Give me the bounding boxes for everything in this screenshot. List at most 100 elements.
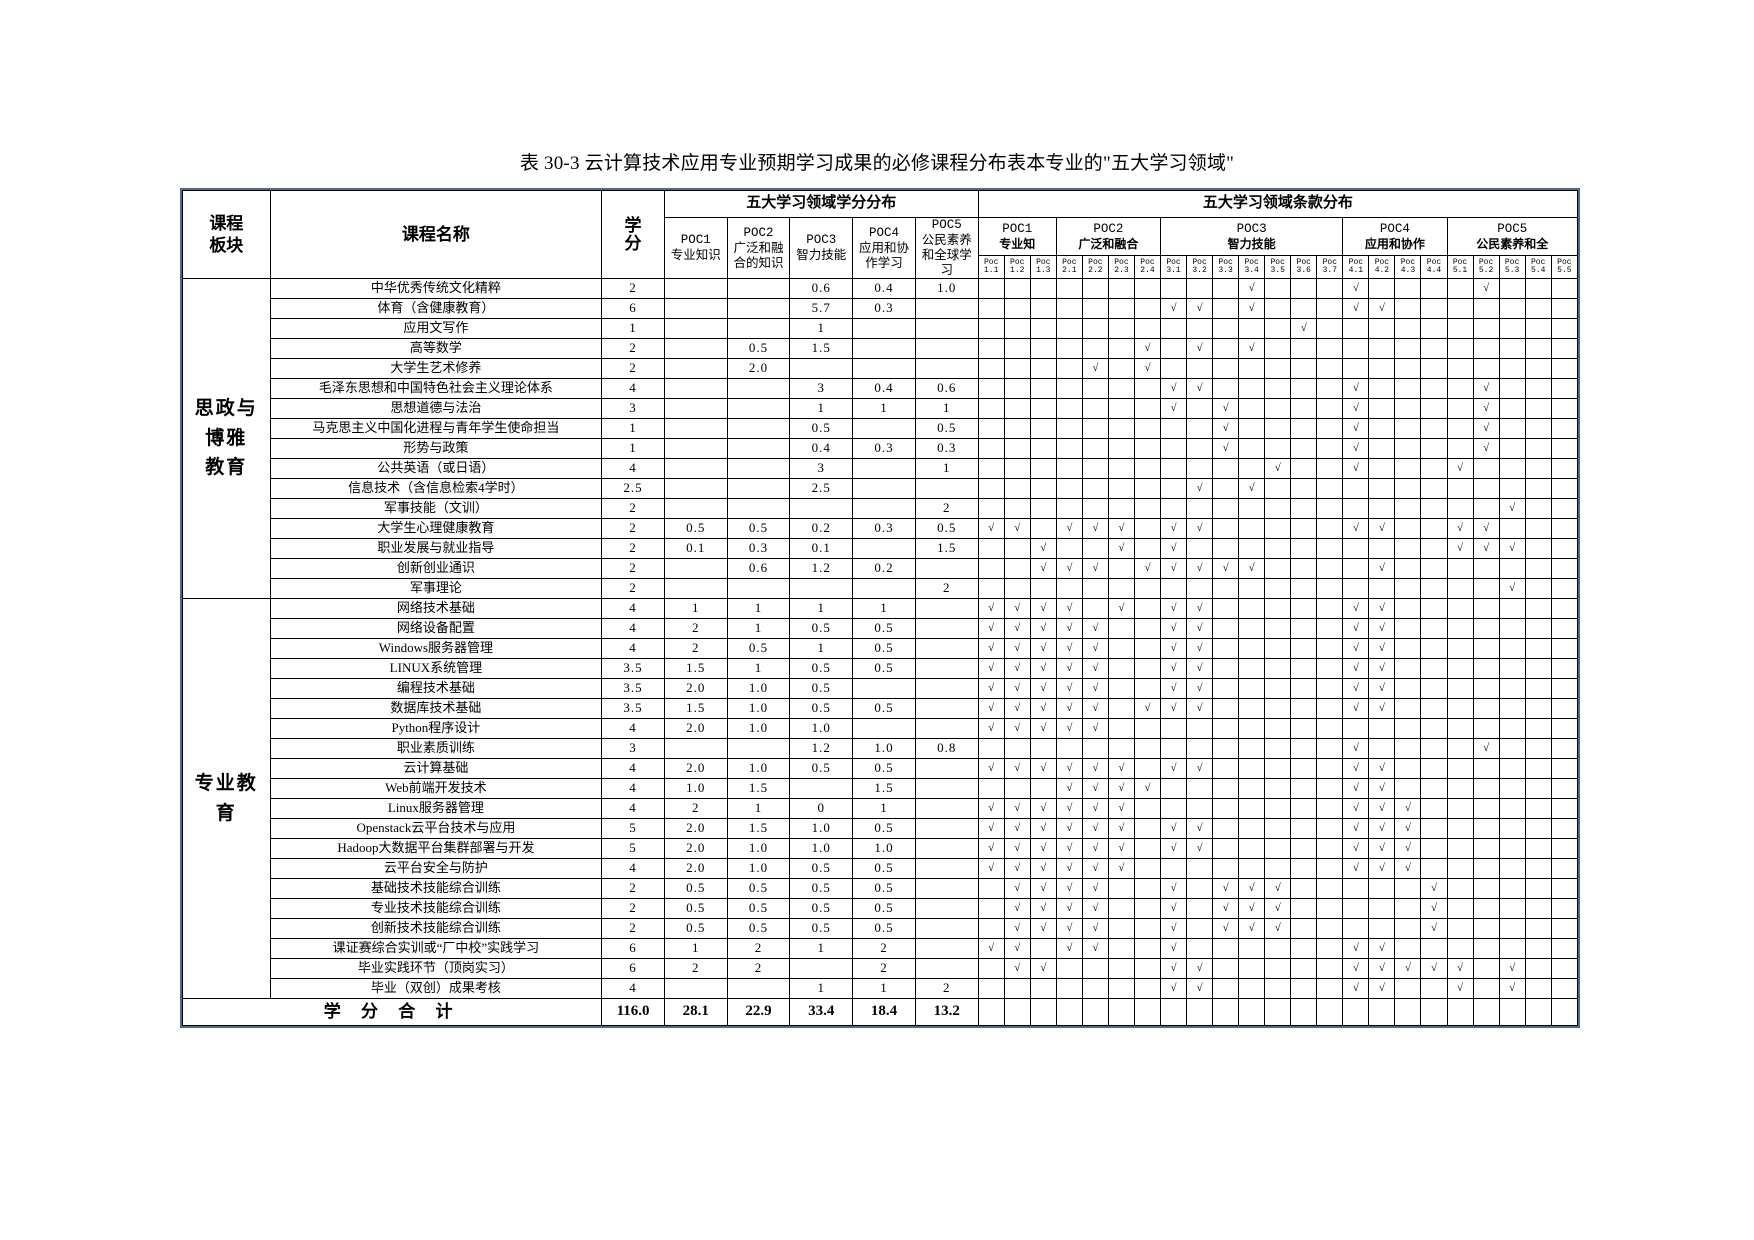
- clause-check-cell: [1055, 438, 1083, 459]
- clause-check-cell: [1420, 558, 1448, 579]
- credit-poc3-cell: 0.6: [789, 278, 854, 299]
- clause-check-cell: √: [1472, 378, 1500, 399]
- clause-check-cell: [1290, 478, 1318, 499]
- clause-check-cell: [1212, 938, 1240, 959]
- credit-poc2-cell: [726, 418, 791, 439]
- clause-check-cell: [1316, 498, 1344, 519]
- clause-check-cell: [1524, 298, 1552, 319]
- clause-check-cell: √: [1081, 938, 1109, 959]
- clause-check-cell: [1446, 738, 1474, 759]
- clause-check-cell: √: [1186, 598, 1214, 619]
- credit-poc2-cell: [726, 318, 791, 339]
- clause-check-cell: [1316, 958, 1344, 979]
- clause-check-cell: √: [1133, 698, 1162, 719]
- clause-check-cell: √: [977, 758, 1005, 779]
- clause-check-cell: √: [1055, 558, 1083, 579]
- clause-check-cell: √: [1003, 678, 1031, 699]
- clause-check-cell: [1186, 718, 1214, 739]
- credit-poc1-cell: 2.0: [663, 718, 728, 739]
- clause-group-label: 应用和协作: [1364, 237, 1425, 252]
- credit-poc5-cell: [914, 938, 979, 959]
- clause-check-cell: [1290, 658, 1318, 679]
- clause-check-cell: √: [1342, 378, 1370, 399]
- course-credit-cell: 4: [601, 458, 665, 479]
- clause-check-cell: [1290, 638, 1318, 659]
- clause-check-cell: [977, 778, 1005, 799]
- clause-check-cell: [977, 278, 1005, 299]
- credit-poc5-cell: [914, 878, 979, 899]
- clause-check-cell: [1081, 598, 1109, 619]
- table-row: 云平台安全与防护 4 2.0 1.0 0.5 0.5 √ √ √ √ √ √ √ √ √: [183, 858, 1579, 879]
- credit-poc3-cell: 1.2: [789, 738, 854, 759]
- credit-poc3-cell: 0.4: [789, 438, 854, 459]
- clause-check-cell: [1446, 678, 1474, 699]
- clause-check-cell: [1238, 858, 1266, 879]
- clause-check-cell: [1420, 778, 1448, 799]
- clause-check-cell: [1133, 958, 1162, 979]
- credit-poc2-cell: 1.0: [726, 698, 791, 719]
- course-credit-cell: 4: [601, 758, 665, 779]
- clause-group-code: POC5: [1497, 222, 1528, 237]
- clause-check-cell: [1107, 718, 1135, 739]
- clause-check-cell: [1446, 438, 1474, 459]
- course-credit-cell: 6: [601, 958, 665, 979]
- credit-poc4-cell: 1: [852, 398, 916, 419]
- clause-check-cell: [1420, 798, 1448, 819]
- clause-check-cell: √: [1003, 758, 1031, 779]
- clause-check-cell: [1238, 658, 1266, 679]
- clause-check-cell: √: [1081, 718, 1109, 739]
- credit-poc2-cell: 1.5: [726, 818, 791, 839]
- clause-check-cell: [1420, 738, 1448, 759]
- course-name-cell: 云计算基础: [269, 758, 603, 779]
- header-clause-sub-Poc2.1: Poc 2.1: [1055, 255, 1083, 279]
- clause-check-cell: [1186, 538, 1214, 559]
- credit-poc3-cell: 1.5: [789, 338, 854, 359]
- credit-poc1-cell: 0.5: [663, 878, 728, 899]
- clause-check-cell: √: [1498, 498, 1526, 519]
- clause-check-cell: [1394, 578, 1422, 599]
- clause-check-cell: [1212, 318, 1240, 339]
- clause-check-cell: √: [1342, 958, 1370, 979]
- clause-check-cell: [1420, 478, 1448, 499]
- clause-check-cell: [1342, 918, 1370, 939]
- header-credit-line1: 学: [624, 215, 642, 235]
- clause-check-cell: √: [1238, 558, 1266, 579]
- clause-check-cell: √: [1446, 958, 1474, 979]
- total-credit: 116.0: [601, 998, 665, 1026]
- clause-check-cell: [1446, 558, 1474, 579]
- section-label-line: 专业教: [194, 773, 258, 795]
- clause-check-cell: [1550, 418, 1579, 439]
- clause-check-cell: [1133, 718, 1162, 739]
- clause-group-code: POC3: [1236, 222, 1267, 237]
- total-clause-blank: [1081, 998, 1109, 1026]
- clause-check-cell: √: [1107, 758, 1135, 779]
- credit-poc4-cell: 0.5: [852, 638, 916, 659]
- clause-check-cell: [1159, 318, 1188, 339]
- clause-check-cell: √: [977, 618, 1005, 639]
- clause-check-cell: [1524, 538, 1552, 559]
- clause-check-cell: [1003, 778, 1031, 799]
- clause-check-cell: [1316, 678, 1344, 699]
- clause-check-cell: √: [1159, 638, 1188, 659]
- clause-check-cell: [1342, 558, 1370, 579]
- course-credit-cell: 2: [601, 898, 665, 919]
- course-distribution-table-wrapper: 课程 板块 课程名称 学 分 五大学习领域学分分布 五大学习领域条款分布 POC…: [180, 188, 1580, 1028]
- credit-poc2-cell: 1: [726, 618, 791, 639]
- clause-check-cell: √: [1342, 938, 1370, 959]
- clause-check-cell: [1081, 498, 1109, 519]
- clause-check-cell: [1446, 798, 1474, 819]
- clause-check-cell: √: [1186, 698, 1214, 719]
- credit-poc4-cell: [852, 678, 916, 699]
- clause-check-cell: √: [1342, 738, 1370, 759]
- total-poc1: 28.1: [663, 998, 728, 1026]
- credit-poc5-cell: [914, 298, 979, 319]
- header-row-subpoc: Poc 1.1 Poc 1.2 Poc 1.3 Poc 2.1 Poc 2.2 Poc 2.3 Poc 2…: [183, 255, 1579, 279]
- clause-check-cell: √: [1055, 758, 1083, 779]
- table-title: 表 30-3 云计算技术应用专业预期学习成果的必修课程分布表本专业的"五大学习领…: [519, 153, 1235, 174]
- clause-check-cell: [1368, 498, 1396, 519]
- course-credit-cell: 4: [601, 718, 665, 739]
- course-credit-cell: 2: [601, 878, 665, 899]
- clause-check-cell: [1264, 558, 1292, 579]
- course-name-cell: 网络设备配置: [269, 618, 603, 639]
- clause-check-cell: [1446, 598, 1474, 619]
